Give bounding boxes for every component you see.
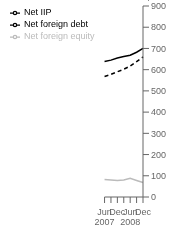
html-text:Net IIP: Net IIP — [24, 7, 52, 17]
svg-text:200: 200 — [151, 150, 166, 160]
svg-text:400: 400 — [151, 107, 166, 117]
html-text:2008: 2008 — [120, 217, 141, 227]
svg-text:500: 500 — [151, 86, 166, 96]
svg-text:Dec: Dec — [109, 207, 126, 217]
html-text:Jun: Jun — [122, 207, 138, 217]
svg-text:Dec: Dec — [135, 207, 152, 217]
svg-text:$billion: $billion — [146, 0, 174, 2]
svg-text:900: 900 — [151, 1, 166, 11]
svg-text:600: 600 — [151, 65, 166, 75]
html-text:2007: 2007 — [94, 217, 115, 227]
svg-text:0: 0 — [151, 192, 156, 202]
html-text:Net foreign equity: Net foreign equity — [24, 31, 95, 41]
html-text:Net foreign debt: Net foreign debt — [24, 19, 88, 29]
svg-text:300: 300 — [151, 129, 166, 139]
svg-text:800: 800 — [151, 22, 166, 32]
svg-text:100: 100 — [151, 171, 166, 181]
svg-text:700: 700 — [151, 44, 166, 54]
html-text:Jun: Jun — [97, 207, 112, 217]
